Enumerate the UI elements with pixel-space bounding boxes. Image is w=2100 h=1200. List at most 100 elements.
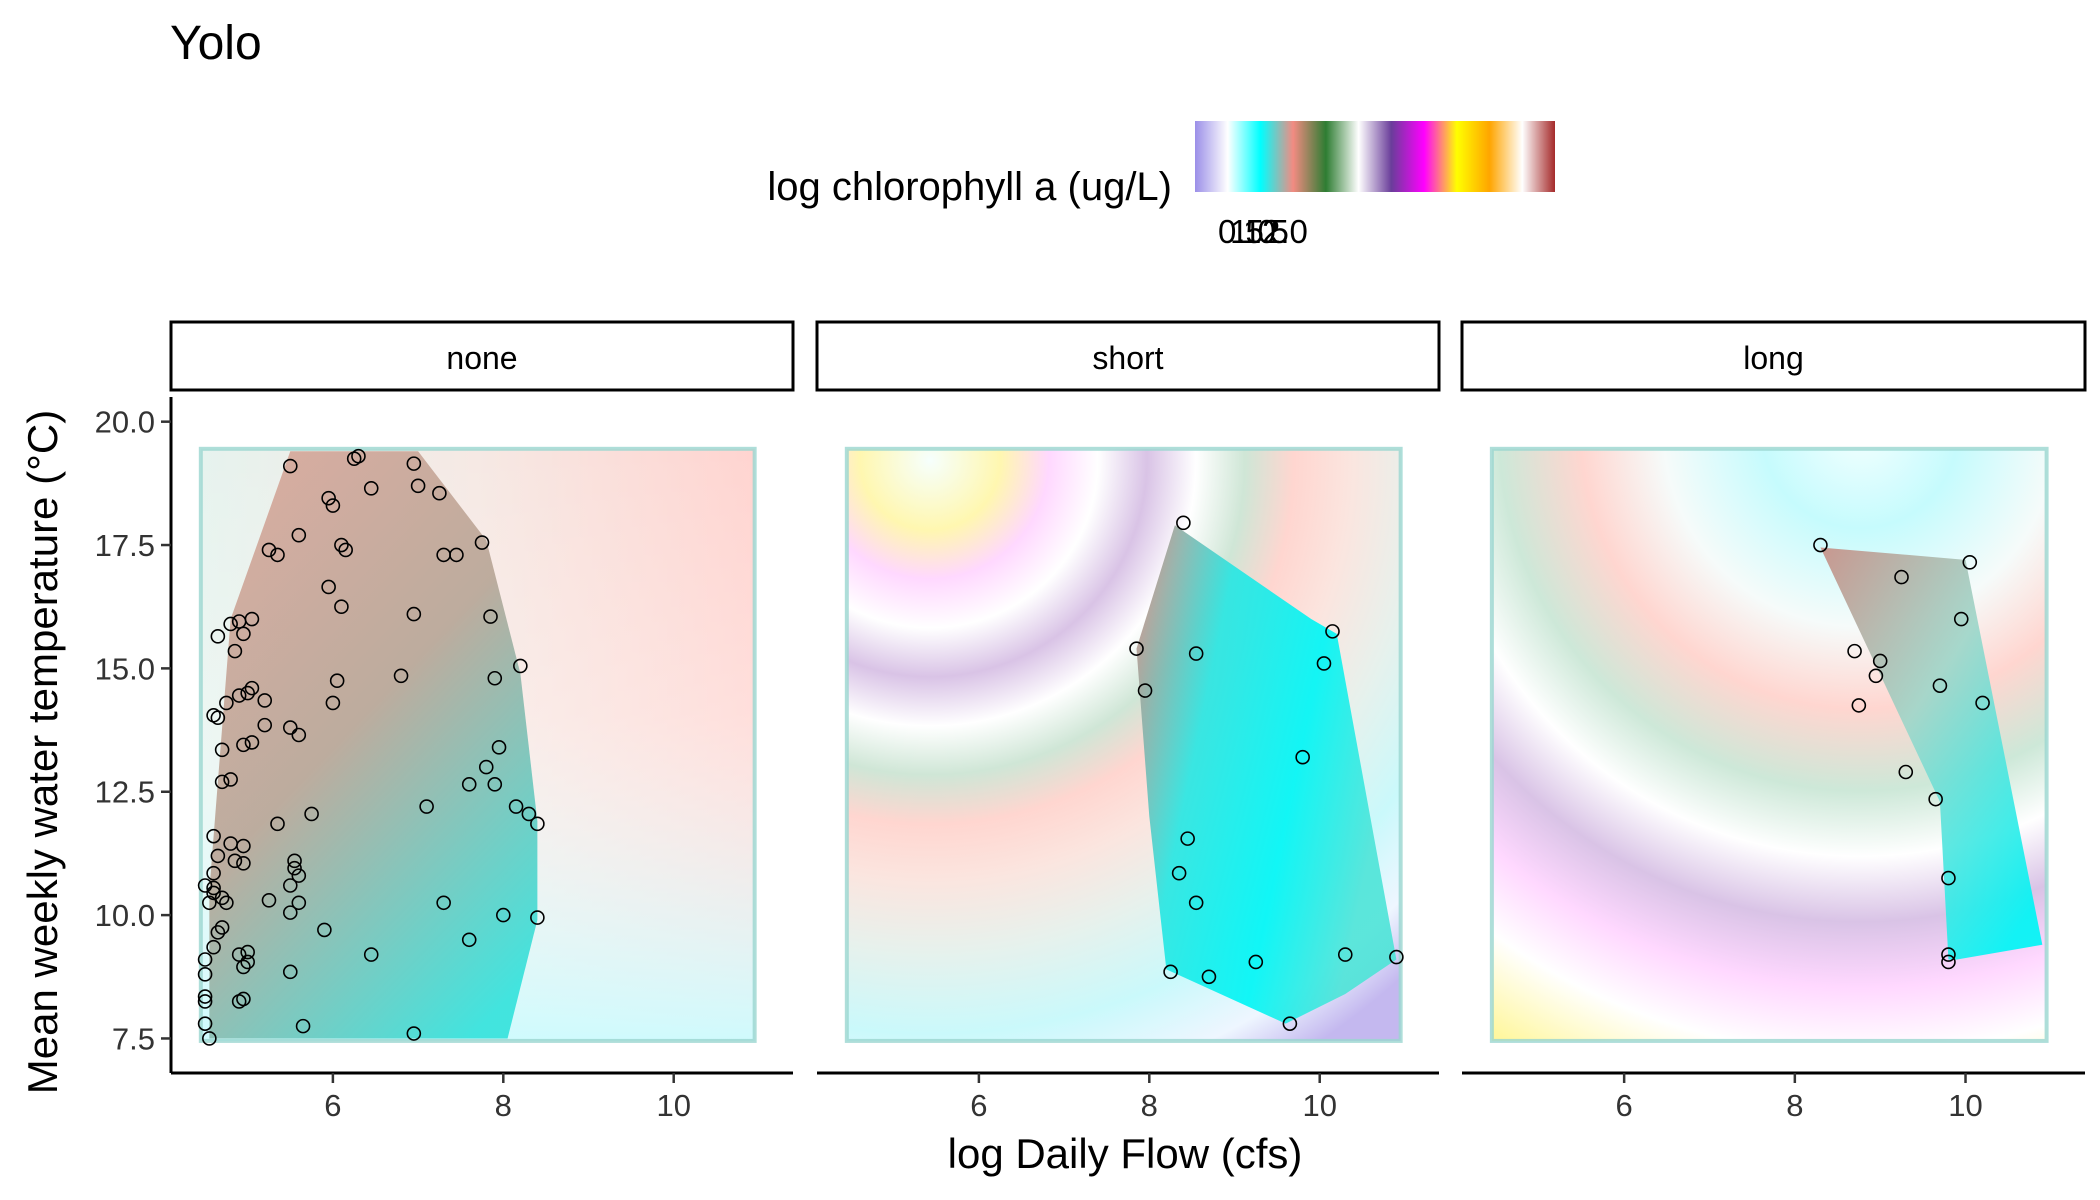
data-point	[1337, 947, 1353, 962]
legend-tick-label: 1.0	[1230, 213, 1276, 250]
data-point	[338, 542, 353, 558]
y-tick-label: 10.0	[95, 898, 155, 933]
data-point	[496, 907, 511, 923]
data-point	[1295, 749, 1310, 765]
data-point	[317, 922, 332, 938]
facet-panel-long: long 6 8 10	[1460, 320, 2087, 1123]
data-point	[240, 954, 255, 970]
data-point	[295, 1018, 311, 1034]
data-point	[236, 626, 251, 642]
data-point	[461, 777, 477, 792]
y-axis-label: Mean weekly water temperature (°C)	[19, 410, 66, 1094]
data-point	[363, 480, 379, 496]
data-point	[197, 1016, 213, 1031]
data-point	[206, 828, 221, 844]
prediction-surface-border	[844, 446, 1403, 1043]
data-point	[1325, 624, 1340, 639]
facet-panels: none 6 8 10 7.5 10.0 12.5 15.0 17.5 20.0 short 6 8 10…	[95, 320, 2087, 1123]
data-point	[206, 865, 221, 881]
data-point	[491, 740, 507, 755]
data-point	[487, 777, 503, 792]
data-point	[282, 720, 298, 735]
data-point	[291, 895, 307, 911]
facet-strip	[169, 320, 795, 392]
data-point	[261, 892, 277, 908]
facet-strip-label: long	[1743, 340, 1804, 376]
x-tick-label: 6	[324, 1088, 341, 1123]
prediction-surface-border	[198, 446, 757, 1043]
x-tick-label: 10	[1302, 1088, 1336, 1123]
data-point	[210, 629, 226, 644]
data-point	[236, 737, 251, 753]
data-point	[210, 710, 226, 726]
legend-color-bar	[1195, 121, 1555, 192]
data-point	[261, 542, 277, 558]
data-point	[474, 535, 490, 550]
data-point	[291, 868, 307, 883]
data-point	[282, 878, 298, 893]
data-point	[206, 880, 221, 896]
data-point	[257, 717, 273, 733]
data-point	[1953, 611, 1969, 627]
data-point	[406, 1026, 422, 1041]
data-point	[282, 905, 298, 920]
data-point	[513, 658, 528, 674]
data-point	[363, 947, 379, 962]
data-point	[236, 959, 251, 975]
facet-strip	[815, 320, 1441, 392]
data-point	[325, 695, 341, 711]
x-tick-label: 10	[656, 1088, 690, 1123]
legend-tick-labels: 0.51.01.52.0	[1218, 213, 1308, 250]
data-point	[202, 1031, 217, 1046]
data-point	[282, 458, 298, 474]
data-point	[334, 537, 349, 553]
data-point	[270, 816, 285, 832]
data-point	[223, 772, 238, 787]
data-point	[325, 498, 341, 513]
data-point	[461, 932, 477, 948]
x-tick-label: 8	[495, 1088, 512, 1123]
data-point	[406, 456, 422, 471]
data-point	[197, 989, 213, 1004]
data-point	[1129, 641, 1144, 656]
data-point	[206, 885, 221, 901]
data-point	[291, 727, 307, 743]
data-point	[1962, 554, 1978, 570]
data-point	[1813, 537, 1828, 553]
x-tick-label: 6	[1616, 1088, 1633, 1123]
data-point	[287, 860, 302, 876]
data-point	[236, 855, 251, 871]
data-point	[478, 759, 494, 775]
data-point	[240, 685, 255, 701]
data-point	[321, 579, 336, 595]
data-point	[197, 967, 213, 982]
data-point	[227, 853, 243, 869]
data-point	[1282, 1016, 1298, 1031]
data-point	[1188, 646, 1204, 661]
data-point	[521, 806, 537, 822]
data-point	[244, 735, 260, 750]
data-point	[1941, 870, 1956, 886]
data-point	[483, 609, 498, 624]
data-point	[1932, 678, 1948, 693]
data-point	[202, 895, 217, 911]
x-tick-label: 10	[1948, 1088, 1982, 1123]
data-point	[240, 944, 255, 960]
data-point	[436, 895, 451, 911]
data-point	[508, 799, 524, 814]
data-point	[329, 673, 345, 689]
data-point	[214, 920, 230, 935]
facet-strip-label: short	[1092, 340, 1163, 376]
data-point	[1171, 865, 1187, 881]
data-point	[351, 448, 366, 464]
facet-strip	[1460, 320, 2087, 392]
legend-tick-label: 1.5	[1243, 213, 1289, 250]
data-point	[214, 890, 230, 906]
data-point	[1137, 683, 1153, 698]
data-point	[231, 688, 247, 703]
data-point	[1898, 764, 1914, 780]
data-point	[1868, 668, 1884, 684]
data-point	[334, 599, 349, 615]
y-tick-label: 20.0	[95, 405, 155, 440]
